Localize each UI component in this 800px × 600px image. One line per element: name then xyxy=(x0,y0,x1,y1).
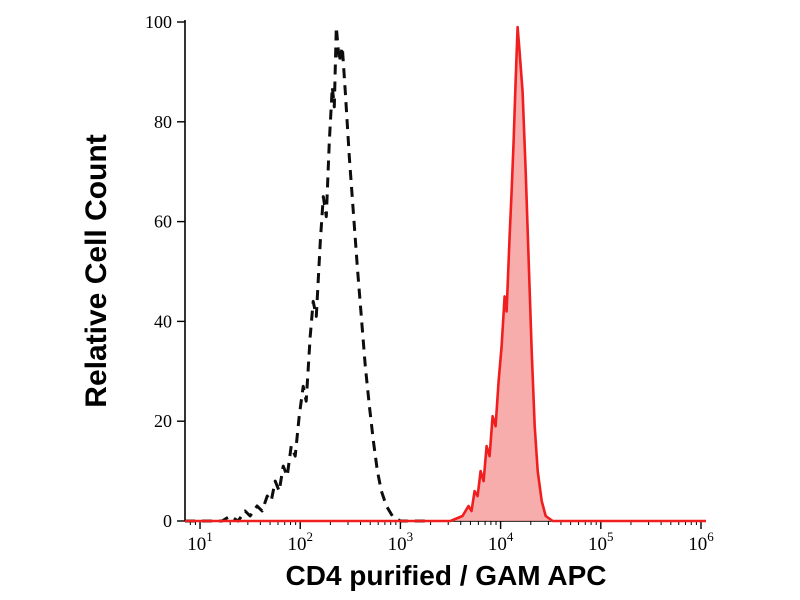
svg-text:101: 101 xyxy=(187,529,213,555)
x-axis-label: CD4 purified / GAM APC xyxy=(285,560,607,591)
svg-text:103: 103 xyxy=(388,529,414,555)
svg-text:80: 80 xyxy=(154,112,172,132)
svg-text:106: 106 xyxy=(688,529,714,555)
svg-text:105: 105 xyxy=(588,529,614,555)
svg-text:40: 40 xyxy=(154,311,172,331)
svg-text:60: 60 xyxy=(154,212,172,232)
svg-text:20: 20 xyxy=(154,411,172,431)
svg-text:102: 102 xyxy=(287,529,313,555)
svg-text:100: 100 xyxy=(145,12,172,32)
svg-text:104: 104 xyxy=(488,529,514,555)
svg-text:0: 0 xyxy=(163,511,172,531)
